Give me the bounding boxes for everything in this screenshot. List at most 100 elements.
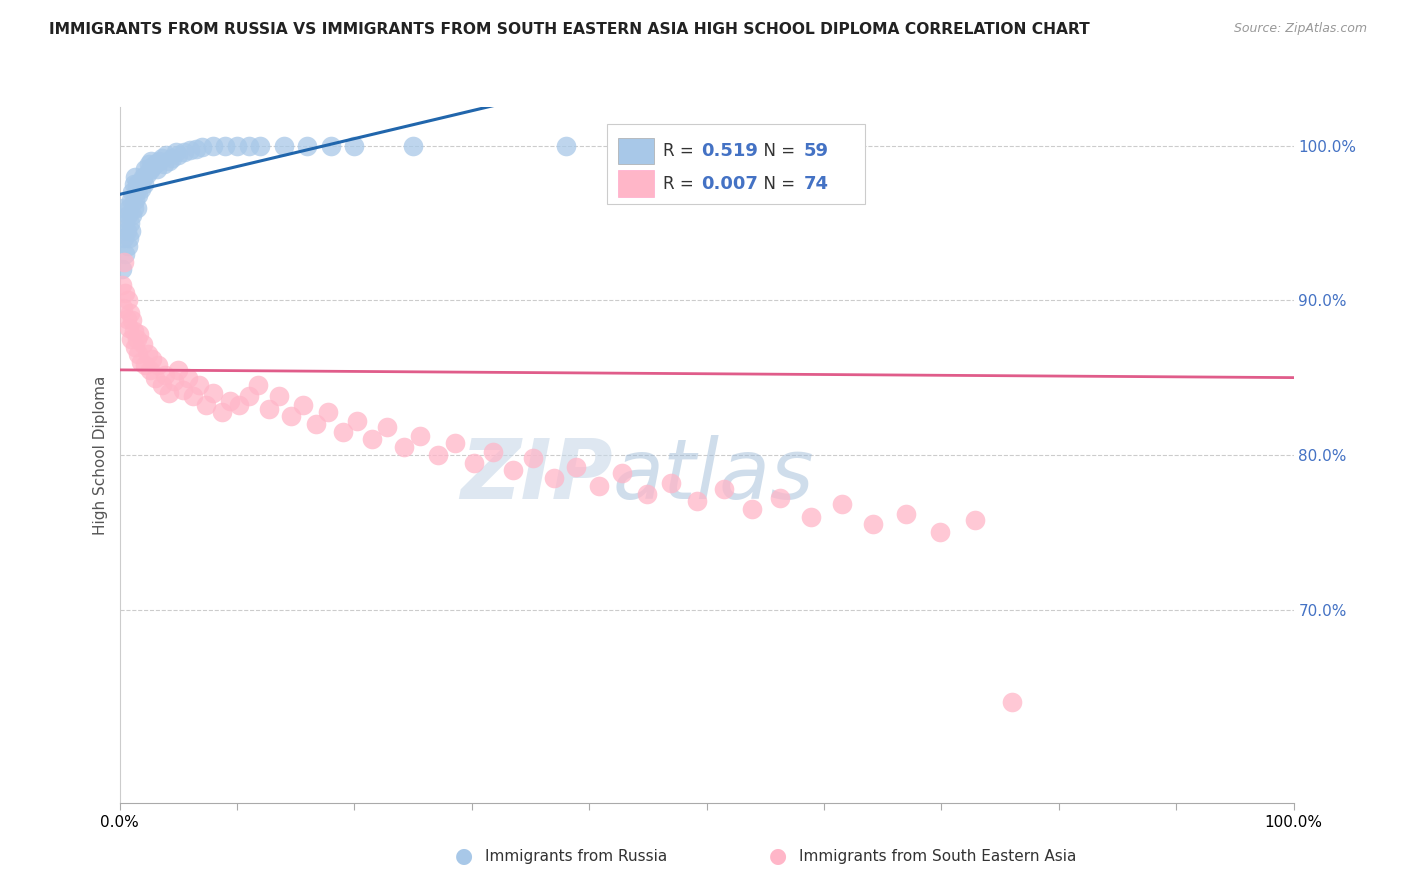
Point	[332, 425, 354, 439]
Point	[965, 513, 987, 527]
Point	[157, 386, 180, 401]
Point	[190, 140, 212, 154]
Point	[188, 378, 211, 392]
Point	[127, 347, 149, 361]
Bar	[619, 170, 654, 197]
Point	[124, 193, 146, 207]
Point	[150, 378, 173, 392]
Point	[134, 178, 156, 192]
Text: IMMIGRANTS FROM RUSSIA VS IMMIGRANTS FROM SOUTH EASTERN ASIA HIGH SCHOOL DIPLOMA: IMMIGRANTS FROM RUSSIA VS IMMIGRANTS FRO…	[49, 22, 1090, 37]
Point	[179, 144, 201, 158]
Point	[800, 509, 823, 524]
Point	[136, 347, 159, 361]
Point	[183, 389, 205, 403]
Point	[343, 138, 366, 153]
Point	[112, 254, 135, 268]
Text: Immigrants from South Eastern Asia: Immigrants from South Eastern Asia	[799, 849, 1076, 863]
Point	[148, 154, 170, 169]
Point	[134, 161, 156, 176]
Point	[117, 293, 139, 308]
Text: 0.007: 0.007	[700, 175, 758, 193]
Point	[238, 138, 260, 153]
Point	[225, 138, 249, 153]
Point	[184, 142, 207, 156]
Point	[118, 231, 141, 245]
Point	[610, 467, 633, 481]
Point	[392, 440, 415, 454]
Point	[257, 401, 280, 416]
Point	[120, 216, 142, 230]
Point	[122, 201, 145, 215]
Point	[112, 231, 135, 245]
Point	[929, 525, 952, 540]
Text: 0.519: 0.519	[700, 142, 758, 160]
Point	[148, 358, 170, 372]
Point	[122, 324, 145, 338]
Text: 74: 74	[804, 175, 830, 193]
Point	[686, 494, 709, 508]
Point	[139, 363, 162, 377]
Point	[482, 445, 505, 459]
Point	[128, 327, 150, 342]
Point	[138, 157, 160, 171]
Point	[218, 393, 240, 408]
Point	[195, 399, 218, 413]
Text: Source: ZipAtlas.com: Source: ZipAtlas.com	[1233, 22, 1367, 36]
Point	[554, 138, 576, 153]
Point	[304, 417, 326, 431]
Point	[165, 145, 187, 159]
Text: R =: R =	[664, 142, 699, 160]
Point	[120, 306, 142, 320]
Point	[141, 352, 163, 367]
Point	[111, 277, 134, 292]
Point	[1001, 695, 1024, 709]
Point	[319, 138, 342, 153]
Point	[150, 151, 173, 165]
Point	[120, 332, 142, 346]
Point	[375, 420, 398, 434]
Point	[280, 409, 302, 424]
Point	[141, 154, 163, 169]
Text: Immigrants from Russia: Immigrants from Russia	[485, 849, 668, 863]
Point	[167, 148, 190, 162]
Point	[202, 138, 225, 153]
Point	[155, 148, 177, 162]
Point	[120, 193, 142, 207]
Point	[121, 208, 143, 222]
Point	[176, 370, 198, 384]
Point	[132, 336, 155, 351]
Point	[202, 386, 225, 401]
Point	[741, 502, 763, 516]
Point	[543, 471, 565, 485]
Point	[269, 389, 291, 403]
Point	[115, 224, 138, 238]
Point	[127, 178, 149, 192]
Point	[132, 169, 155, 184]
Point	[297, 138, 319, 153]
Text: atlas: atlas	[613, 435, 814, 516]
Point	[122, 178, 145, 192]
Point	[117, 239, 139, 253]
Point	[124, 340, 146, 354]
Point	[127, 201, 149, 215]
Point	[129, 355, 152, 369]
Point	[127, 188, 149, 202]
Point	[565, 460, 588, 475]
Point	[111, 262, 134, 277]
Point	[128, 178, 150, 192]
Point	[139, 163, 162, 178]
Point	[143, 370, 166, 384]
Text: N =: N =	[754, 142, 801, 160]
Point	[211, 404, 233, 418]
Point	[346, 414, 368, 428]
Point	[162, 151, 184, 165]
Point	[273, 138, 295, 153]
Point	[115, 311, 138, 326]
Point	[134, 358, 156, 372]
Point	[120, 224, 142, 238]
Text: ●: ●	[456, 847, 472, 866]
Point	[155, 368, 177, 382]
Point	[318, 404, 340, 418]
Point	[141, 161, 163, 175]
Point	[135, 167, 157, 181]
